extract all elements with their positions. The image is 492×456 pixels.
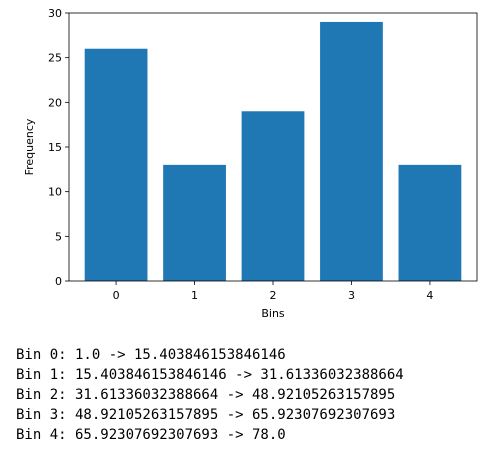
y-tick-label: 5 bbox=[55, 230, 62, 243]
bar-2 bbox=[241, 111, 305, 282]
x-tick-label: 0 bbox=[113, 289, 120, 302]
y-axis-label: Frequency bbox=[23, 118, 36, 175]
x-tick-label: 1 bbox=[191, 289, 198, 302]
x-tick-label: 2 bbox=[270, 289, 277, 302]
y-tick-label: 20 bbox=[48, 96, 62, 109]
y-axis-ticks: 0 5 10 15 20 25 30 bbox=[48, 7, 69, 288]
plot-frame bbox=[68, 12, 478, 282]
bar-1 bbox=[163, 164, 226, 281]
bars-group bbox=[84, 21, 462, 282]
bar-chart: 0 5 10 15 20 25 30 0 1 2 3 4 Bins Frequency bbox=[23, 7, 478, 320]
y-tick-label: 15 bbox=[48, 141, 62, 154]
x-axis-label: Bins bbox=[261, 307, 285, 320]
output-line: Bin 3: 48.92105263157895 -> 65.923076923… bbox=[16, 407, 396, 423]
y-tick-label: 10 bbox=[48, 186, 62, 199]
x-tick-label: 3 bbox=[348, 289, 355, 302]
bar-3 bbox=[320, 21, 383, 282]
output-line: Bin 4: 65.92307692307693 -> 78.0 bbox=[16, 427, 286, 443]
y-tick-label: 30 bbox=[48, 7, 62, 20]
y-tick-label: 25 bbox=[48, 52, 62, 65]
y-tick-label: 0 bbox=[55, 275, 62, 288]
bar-0 bbox=[84, 48, 148, 281]
output-line: Bin 0: 1.0 -> 15.403846153846146 bbox=[16, 347, 286, 363]
bar-4 bbox=[398, 164, 462, 281]
console-output: Bin 0: 1.0 -> 15.403846153846146 Bin 1: 1… bbox=[16, 345, 404, 445]
x-axis-ticks: 0 1 2 3 4 bbox=[113, 281, 433, 302]
output-line: Bin 1: 15.403846153846146 -> 31.61336032… bbox=[16, 367, 404, 383]
output-line: Bin 2: 31.61336032388664 -> 48.921052631… bbox=[16, 387, 396, 403]
x-tick-label: 4 bbox=[426, 289, 433, 302]
